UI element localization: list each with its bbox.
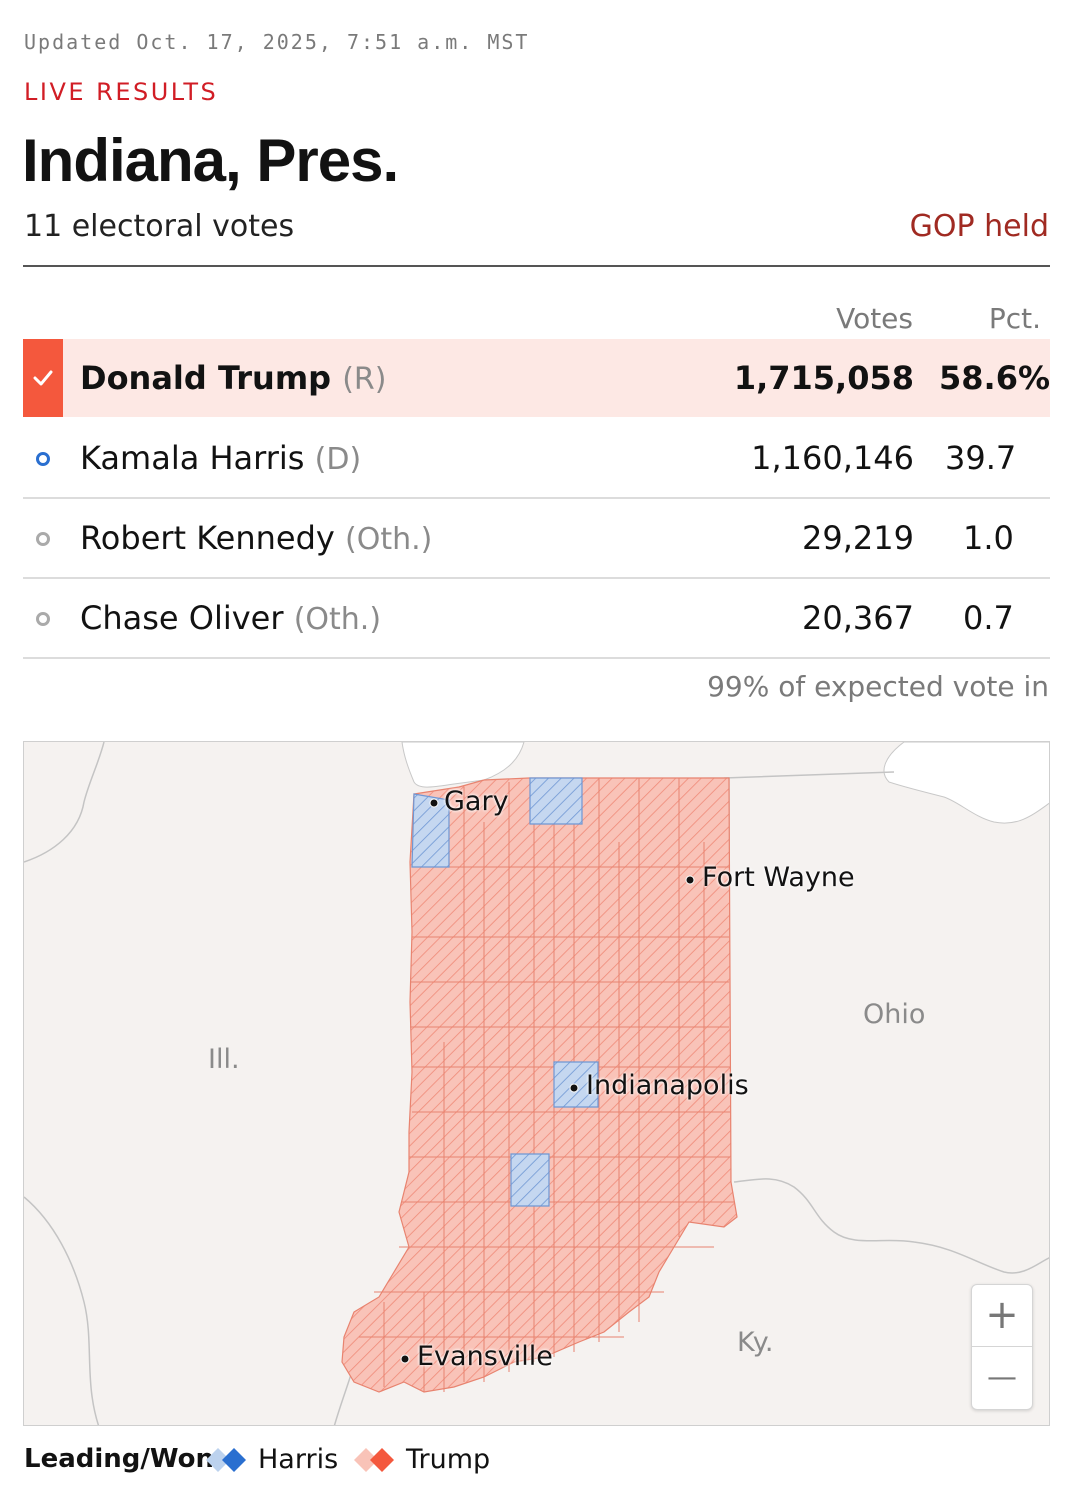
blue-dot-icon [36,452,50,466]
expected-vote-label: 99% of expected vote in [707,670,1049,703]
zoom-in-button[interactable]: + [972,1285,1032,1347]
candidate-pct: 0.7 [963,599,1014,637]
results-row-kennedy: Robert Kennedy (Oth.) 29,219 1.0 [23,499,1050,579]
lake-erie [883,742,1049,824]
region-label-illinois: Ill. [208,1044,240,1075]
votes-column-header: Votes [836,302,913,335]
illinois-river [24,742,105,863]
candidate-party: (Oth.) [293,602,382,637]
candidate-name: Kamala Harris (D) [80,439,361,477]
updated-timestamp: Updated Oct. 17, 2025, 7:51 a.m. MST [24,30,530,54]
gray-dot-icon [36,612,50,626]
results-map[interactable]: Gary Fort Wayne Indianapolis Evansville … [23,741,1050,1426]
gop-held-label: GOP held [909,209,1049,244]
fort-wayne-marker [685,875,695,885]
zoom-out-button[interactable]: — [987,1360,1017,1395]
lake-county [411,793,450,868]
candidate-name: Donald Trump (R) [80,359,386,397]
page-title: Indiana, Pres. [22,127,399,194]
candidate-votes: 1,160,146 [751,439,914,477]
city-label-gary: Gary [444,786,509,817]
candidate-party: (D) [314,442,362,477]
candidate-votes: 20,367 [802,599,914,637]
results-row-harris: Kamala Harris (D) 1,160,146 39.7 [23,419,1050,499]
candidate-name: Robert Kennedy (Oth.) [80,519,432,557]
candidate-pct: 39.7 [945,439,1017,477]
candidate-votes: 29,219 [802,519,914,557]
results-row-oliver: Chase Oliver (Oth.) 20,367 0.7 [23,579,1050,659]
region-label-kentucky: Ky. [737,1327,774,1358]
legend-trump: Trump [406,1444,491,1475]
gray-dot-icon [36,532,50,546]
indianapolis-marker [569,1083,579,1093]
map-canvas[interactable] [24,742,1050,1426]
harris-swatch-icon [206,1448,246,1472]
zoom-controls: + — [971,1284,1033,1410]
candidate-name-text: Chase Oliver [80,599,284,637]
region-label-ohio: Ohio [863,999,926,1030]
candidate-name: Chase Oliver (Oth.) [80,599,381,637]
pct-column-header: Pct. [988,302,1041,335]
lake-michigan [401,742,525,788]
mississippi-river [24,1196,100,1425]
trump-swatch-icon [354,1448,394,1472]
candidate-pct: 1.0 [963,519,1014,557]
indiana-state [341,777,738,1393]
city-label-fort-wayne: Fort Wayne [702,862,855,893]
results-row-trump: Donald Trump (R) 1,715,058 58.6% [23,339,1050,417]
gary-marker [429,798,439,808]
candidate-party: (R) [342,362,387,397]
check-icon [33,370,53,386]
winner-check-box [23,339,63,417]
candidate-pct: 58.6% [939,359,1051,397]
legend-harris: Harris [258,1444,339,1475]
ohio-river-border [733,1178,1049,1274]
candidate-name-text: Kamala Harris [80,439,305,477]
header-rule [23,265,1050,267]
candidate-party: (Oth.) [345,522,433,557]
city-label-indianapolis: Indianapolis [586,1070,749,1101]
candidate-votes: 1,715,058 [733,359,914,397]
city-label-evansville: Evansville [417,1341,553,1372]
evansville-marker [400,1354,410,1364]
electoral-votes-label: 11 electoral votes [24,209,295,244]
candidate-name-text: Donald Trump [80,359,332,397]
live-results-label: LIVE RESULTS [24,78,219,106]
st-joseph-county [529,777,583,825]
legend-title: Leading/Won [24,1444,215,1474]
candidate-name-text: Robert Kennedy [80,519,335,557]
monroe-county [510,1153,550,1207]
